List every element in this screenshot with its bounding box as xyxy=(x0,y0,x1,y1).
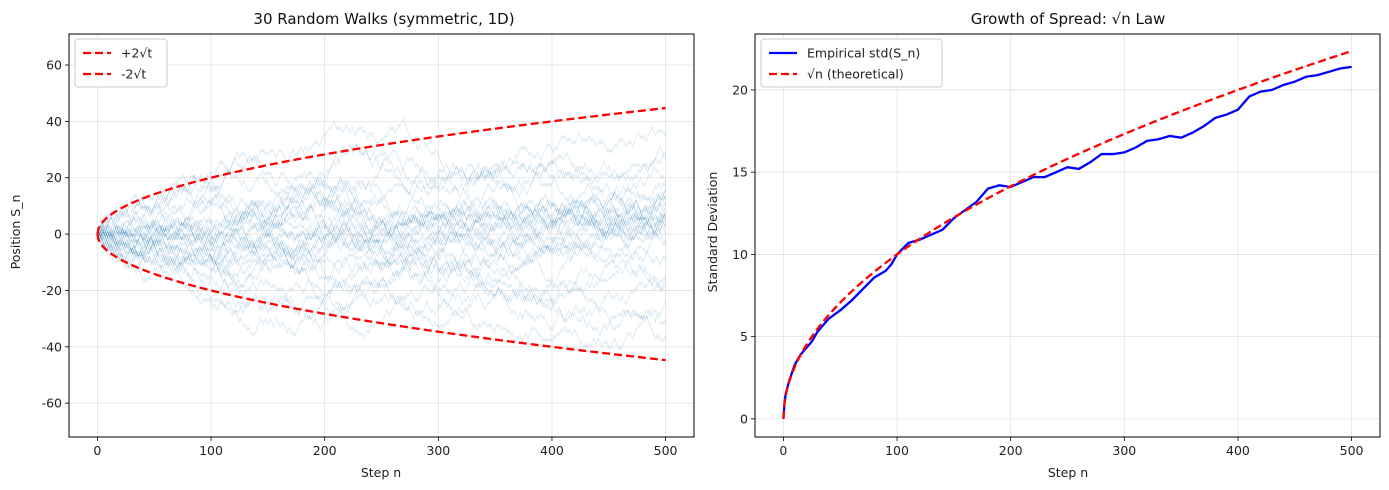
series-line xyxy=(96,106,666,235)
x-tick-label: 0 xyxy=(779,443,787,458)
random-walk-line xyxy=(96,213,667,275)
x-tick-label: 0 xyxy=(93,443,101,458)
legend-box xyxy=(760,38,943,88)
random-walk-line xyxy=(96,210,667,326)
legend-label: +2√t xyxy=(121,46,152,61)
random-walk-line xyxy=(96,193,667,253)
y-tick-label: 10 xyxy=(732,247,748,262)
y-tick-label: 20 xyxy=(732,82,748,97)
x-tick-label: 100 xyxy=(885,443,909,458)
y-tick-label: 5 xyxy=(740,329,748,344)
x-tick-label: 500 xyxy=(1340,443,1364,458)
y-tick-label: -60 xyxy=(42,396,62,411)
random-walk-line xyxy=(96,142,667,241)
random-walks-ticks: 0 100 200 300 400 500 -60 -40 -20 0 20 40 60 xyxy=(42,58,678,459)
series-line xyxy=(96,233,666,362)
random-walk-line xyxy=(96,179,667,264)
random-walk-line xyxy=(96,216,667,303)
spread-growth-legend: Empirical std(S_n) √n (theoretical) xyxy=(760,38,943,88)
random-walks-x-axis-title: Step n xyxy=(361,465,401,480)
random-walks-envelope-lines xyxy=(96,106,666,362)
random-walk-line xyxy=(96,204,667,292)
random-walk-line xyxy=(96,154,667,261)
random-walk-line xyxy=(96,218,667,312)
legend-label: Empirical std(S_n) xyxy=(807,46,920,61)
random-walk-line xyxy=(96,142,667,241)
series-line xyxy=(782,65,1352,419)
random-walk-line xyxy=(96,193,667,295)
y-tick-label: -20 xyxy=(42,283,62,298)
random-walk-line xyxy=(96,176,667,309)
spread-growth-grid xyxy=(755,34,1380,437)
random-walk-line xyxy=(96,125,667,281)
spread-growth-x-axis-title: Step n xyxy=(1048,465,1088,480)
spread-growth-title: Growth of Spread: √n Law xyxy=(971,10,1166,28)
random-walk-line xyxy=(96,213,667,301)
random-walk-line xyxy=(96,168,667,244)
random-walks-legend: +2√t -2√t xyxy=(74,38,168,88)
random-walk-traces xyxy=(96,117,667,351)
random-walk-line xyxy=(96,156,667,253)
random-walk-line xyxy=(96,193,667,289)
x-tick-label: 200 xyxy=(313,443,337,458)
x-tick-label: 300 xyxy=(1112,443,1136,458)
spread-growth-ticks: 0 100 200 300 400 500 0 5 10 15 20 xyxy=(732,82,1363,458)
random-walk-line xyxy=(96,188,667,281)
y-tick-label: -40 xyxy=(42,339,62,354)
series-line xyxy=(782,50,1352,419)
y-tick-label: 15 xyxy=(732,165,748,180)
x-tick-label: 400 xyxy=(1226,443,1250,458)
x-tick-label: 100 xyxy=(199,443,223,458)
random-walk-line xyxy=(96,182,667,275)
legend-label: √n (theoretical) xyxy=(807,67,904,82)
random-walk-line xyxy=(96,230,667,337)
y-tick-label: 20 xyxy=(46,170,62,185)
random-walks-title: 30 Random Walks (symmetric, 1D) xyxy=(253,10,514,28)
random-walks-y-axis-title: Position S_n xyxy=(8,195,23,270)
random-walk-line xyxy=(96,196,667,284)
spread-growth-plot-frame xyxy=(754,33,1381,438)
random-walk-line xyxy=(96,117,667,247)
x-tick-label: 200 xyxy=(999,443,1023,458)
random-walk-line xyxy=(96,196,667,258)
x-tick-label: 300 xyxy=(426,443,450,458)
y-tick-label: 0 xyxy=(740,411,748,426)
random-walk-line xyxy=(96,187,667,258)
random-walk-line xyxy=(96,193,667,270)
x-tick-label: 400 xyxy=(540,443,564,458)
y-tick-label: 40 xyxy=(46,114,62,129)
spread-growth-lines xyxy=(782,50,1352,419)
spread-growth-y-axis-title: Standard Deviation xyxy=(705,172,720,293)
random-walks-plot-frame xyxy=(68,33,695,438)
random-walk-line xyxy=(96,224,667,351)
legend-label: -2√t xyxy=(121,67,146,82)
random-walk-line xyxy=(96,176,667,247)
x-tick-label: 500 xyxy=(654,443,678,458)
random-walk-line xyxy=(96,173,667,292)
random-walk-line xyxy=(96,201,667,337)
y-tick-label: 0 xyxy=(54,227,62,242)
random-walks-chart: 30 Random Walks (symmetric, 1D) 0 100 200 3… xyxy=(8,10,695,480)
spread-growth-chart: Growth of Spread: √n Law 0 100 200 300 400 50… xyxy=(705,10,1381,480)
y-tick-label: 60 xyxy=(46,58,62,73)
